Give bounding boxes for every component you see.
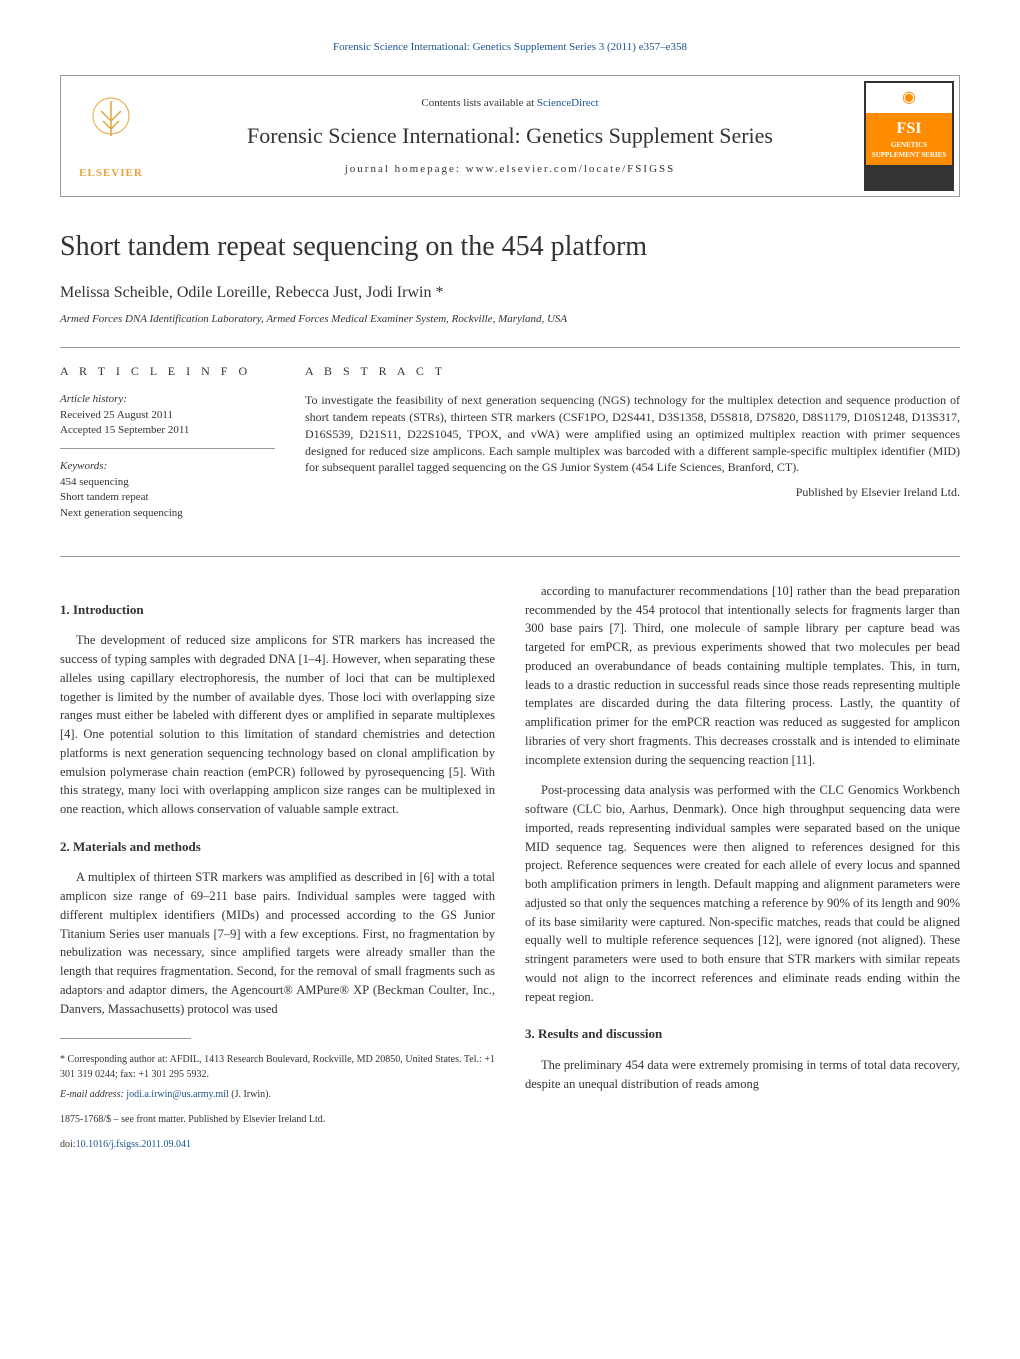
contents-text: Contents lists available at — [421, 97, 536, 109]
fsi-icon-area: ◉ — [866, 83, 952, 113]
article-info-header: A R T I C L E I N F O — [60, 363, 275, 380]
email-link[interactable]: jodi.a.irwin@us.army.mil — [126, 1089, 228, 1100]
email-suffix: (J. Irwin). — [229, 1089, 271, 1100]
info-abstract-block: A R T I C L E I N F O Article history: R… — [60, 347, 960, 557]
footnote-divider — [60, 1038, 191, 1047]
elsevier-tree-icon — [71, 91, 151, 166]
journal-homepage: journal homepage: www.elsevier.com/locat… — [171, 162, 849, 177]
contents-available: Contents lists available at ScienceDirec… — [171, 96, 849, 111]
results-heading: 3. Results and discussion — [525, 1024, 960, 1044]
corresponding-author-footnote: * Corresponding author at: AFDIL, 1413 R… — [60, 1052, 495, 1082]
elsevier-logo: ELSEVIER — [61, 81, 161, 191]
journal-title: Forensic Science International: Genetics… — [171, 121, 849, 152]
journal-reference: Forensic Science International: Genetics… — [60, 40, 960, 55]
elsevier-text: ELSEVIER — [71, 166, 151, 181]
article-info: A R T I C L E I N F O Article history: R… — [60, 348, 290, 556]
fsi-cover-logo: ◉ FSI GENETICS SUPPLEMENT SERIES — [864, 81, 954, 191]
history-label: Article history: — [60, 392, 275, 407]
col2-paragraph-2: Post-processing data analysis was perfor… — [525, 781, 960, 1006]
content-columns: 1. Introduction The development of reduc… — [60, 582, 960, 1153]
doi-prefix: doi: — [60, 1139, 76, 1150]
article-title: Short tandem repeat sequencing on the 45… — [60, 227, 960, 266]
abstract: A B S T R A C T To investigate the feasi… — [290, 348, 960, 556]
methods-paragraph-1: A multiplex of thirteen STR markers was … — [60, 868, 495, 1018]
fsi-supplement: SUPPLEMENT SERIES — [871, 151, 947, 161]
fsi-genetics: GENETICS — [871, 141, 947, 151]
keyword-1: 454 sequencing — [60, 475, 275, 490]
methods-heading: 2. Materials and methods — [60, 837, 495, 857]
doi-link[interactable]: 10.1016/j.fsigss.2011.09.041 — [76, 1139, 191, 1150]
keyword-2: Short tandem repeat — [60, 490, 275, 505]
right-column: according to manufacturer recommendation… — [525, 582, 960, 1153]
sciencedirect-link[interactable]: ScienceDirect — [537, 97, 599, 109]
copyright-line: 1875-1768/$ – see front matter. Publishe… — [60, 1112, 495, 1127]
affiliation: Armed Forces DNA Identification Laborato… — [60, 312, 960, 327]
introduction-heading: 1. Introduction — [60, 600, 495, 620]
keyword-3: Next generation sequencing — [60, 506, 275, 521]
article-history: Article history: Received 25 August 2011… — [60, 392, 275, 449]
email-footnote: E-mail address: jodi.a.irwin@us.army.mil… — [60, 1087, 495, 1102]
col2-paragraph-1: according to manufacturer recommendation… — [525, 582, 960, 770]
keywords-label: Keywords: — [60, 459, 275, 474]
fsi-letters: FSI GENETICS SUPPLEMENT SERIES — [866, 113, 952, 165]
accepted-date: Accepted 15 September 2011 — [60, 423, 275, 438]
doi-line: doi:10.1016/j.fsigss.2011.09.041 — [60, 1137, 495, 1152]
intro-paragraph-1: The development of reduced size amplicon… — [60, 631, 495, 819]
header-center: Contents lists available at ScienceDirec… — [161, 86, 859, 188]
abstract-header: A B S T R A C T — [305, 363, 960, 380]
journal-header: ELSEVIER Contents lists available at Sci… — [60, 75, 960, 197]
fsi-fingerprint-icon: ◉ — [902, 87, 916, 109]
left-column: 1. Introduction The development of reduc… — [60, 582, 495, 1153]
results-paragraph-1: The preliminary 454 data were extremely … — [525, 1056, 960, 1094]
received-date: Received 25 August 2011 — [60, 408, 275, 423]
publisher-note: Published by Elsevier Ireland Ltd. — [305, 484, 960, 501]
keywords-section: Keywords: 454 sequencing Short tandem re… — [60, 459, 275, 531]
authors: Melissa Scheible, Odile Loreille, Rebecc… — [60, 282, 960, 304]
email-label: E-mail address: — [60, 1089, 126, 1100]
abstract-text: To investigate the feasibility of next g… — [305, 392, 960, 476]
